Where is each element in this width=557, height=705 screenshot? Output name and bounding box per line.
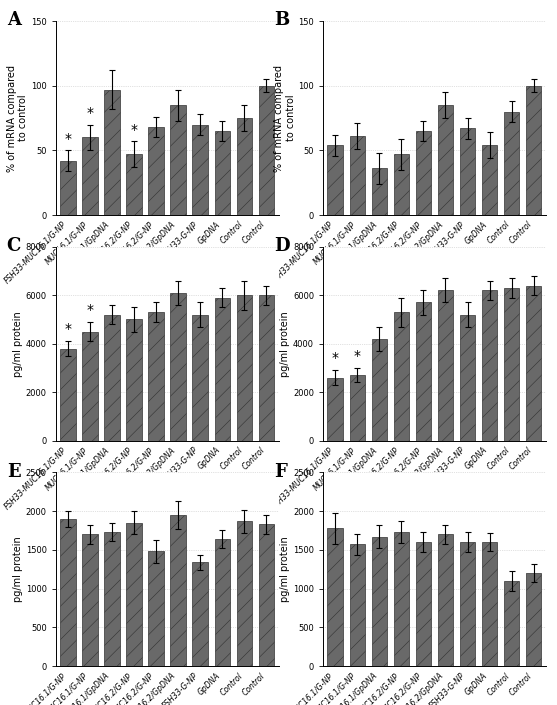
Bar bbox=[82, 137, 97, 215]
Bar bbox=[258, 525, 274, 666]
Bar bbox=[104, 90, 120, 215]
Bar bbox=[438, 290, 453, 441]
Bar bbox=[193, 314, 208, 441]
Bar bbox=[148, 551, 164, 666]
Bar bbox=[460, 314, 475, 441]
Bar bbox=[526, 86, 541, 215]
Text: *: * bbox=[130, 123, 138, 137]
Bar bbox=[170, 515, 186, 666]
Y-axis label: % of mRNA compared
to control: % of mRNA compared to control bbox=[274, 65, 296, 171]
Bar bbox=[237, 118, 252, 215]
Y-axis label: pg/ml protein: pg/ml protein bbox=[13, 537, 23, 602]
Bar bbox=[482, 542, 497, 666]
Bar bbox=[258, 86, 274, 215]
Bar bbox=[237, 295, 252, 441]
Y-axis label: % of mRNA compared
to control: % of mRNA compared to control bbox=[7, 65, 28, 171]
Bar bbox=[438, 105, 453, 215]
Bar bbox=[60, 348, 76, 441]
Bar bbox=[482, 145, 497, 215]
Bar bbox=[350, 136, 365, 215]
Bar bbox=[504, 581, 519, 666]
Bar bbox=[148, 312, 164, 441]
Bar bbox=[526, 573, 541, 666]
Text: *: * bbox=[86, 303, 94, 317]
Bar bbox=[60, 519, 76, 666]
Bar bbox=[394, 312, 409, 441]
Bar bbox=[193, 563, 208, 666]
Bar bbox=[126, 154, 141, 215]
Bar bbox=[170, 293, 186, 441]
Bar bbox=[372, 537, 387, 666]
Bar bbox=[460, 542, 475, 666]
Text: *: * bbox=[64, 322, 71, 336]
Bar bbox=[372, 339, 387, 441]
Text: *: * bbox=[86, 106, 94, 120]
Bar bbox=[482, 290, 497, 441]
Bar bbox=[214, 298, 230, 441]
Text: E: E bbox=[7, 462, 20, 481]
Bar bbox=[258, 295, 274, 441]
Bar bbox=[104, 314, 120, 441]
Bar bbox=[214, 539, 230, 666]
Bar bbox=[82, 534, 97, 666]
Text: D: D bbox=[274, 237, 290, 255]
Bar bbox=[394, 532, 409, 666]
Bar bbox=[350, 544, 365, 666]
Bar bbox=[416, 302, 431, 441]
Bar bbox=[526, 286, 541, 441]
Text: A: A bbox=[7, 11, 21, 30]
Y-axis label: pg/ml protein: pg/ml protein bbox=[280, 311, 290, 376]
Bar bbox=[372, 168, 387, 215]
Text: *: * bbox=[331, 352, 339, 365]
Bar bbox=[214, 131, 230, 215]
Bar bbox=[504, 111, 519, 215]
Y-axis label: pg/ml protein: pg/ml protein bbox=[280, 537, 290, 602]
Text: *: * bbox=[354, 349, 361, 363]
Bar bbox=[170, 105, 186, 215]
Bar bbox=[438, 534, 453, 666]
Bar bbox=[193, 125, 208, 215]
Bar bbox=[328, 528, 343, 666]
Bar bbox=[126, 319, 141, 441]
Text: C: C bbox=[7, 237, 21, 255]
Text: F: F bbox=[274, 462, 287, 481]
Bar bbox=[237, 521, 252, 666]
Bar bbox=[416, 131, 431, 215]
Y-axis label: pg/ml protein: pg/ml protein bbox=[13, 311, 23, 376]
Bar bbox=[350, 375, 365, 441]
Bar bbox=[504, 288, 519, 441]
Bar bbox=[328, 378, 343, 441]
Text: B: B bbox=[274, 11, 289, 30]
Bar bbox=[60, 161, 76, 215]
Bar bbox=[394, 154, 409, 215]
Bar bbox=[126, 523, 141, 666]
Bar bbox=[148, 127, 164, 215]
Bar bbox=[104, 532, 120, 666]
Text: *: * bbox=[64, 132, 71, 145]
Bar bbox=[460, 128, 475, 215]
Bar bbox=[82, 331, 97, 441]
Bar bbox=[416, 542, 431, 666]
Bar bbox=[328, 145, 343, 215]
